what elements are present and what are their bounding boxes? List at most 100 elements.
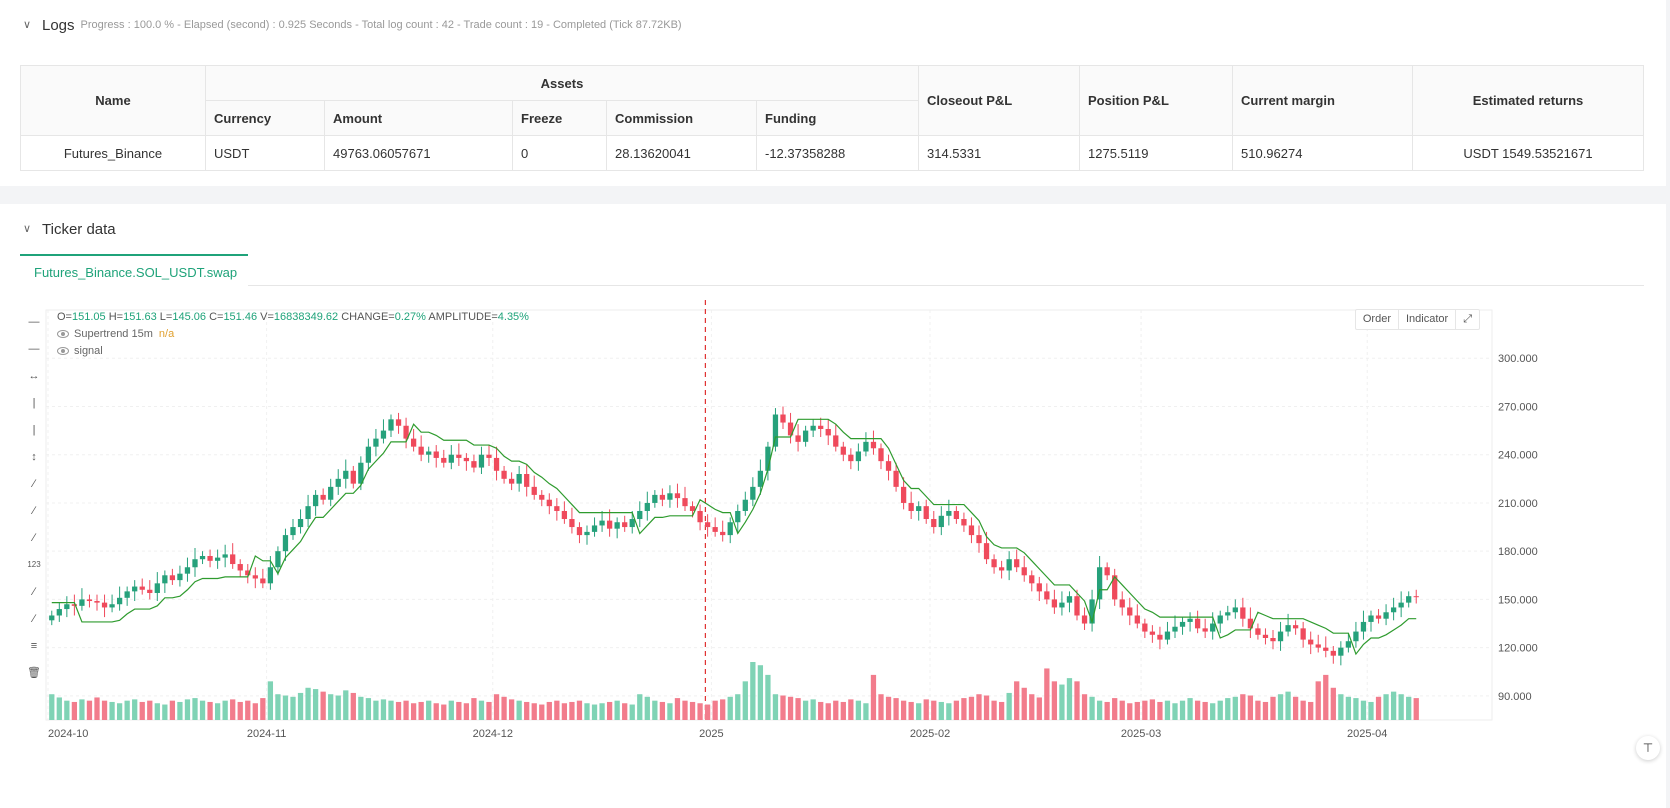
- candle-body: [516, 474, 522, 484]
- candle-body: [116, 597, 123, 605]
- candle-body: [1112, 575, 1118, 600]
- volume-bar: [1390, 691, 1397, 720]
- ohlc-o-label: O=: [57, 311, 72, 323]
- volume-bar: [312, 689, 319, 720]
- chevron-down-icon[interactable]: ∨: [22, 223, 32, 235]
- legend-supertrend-name: Supertrend 15m: [74, 328, 153, 340]
- volume-bar: [508, 699, 515, 720]
- volume-bar: [697, 703, 703, 720]
- volume-bar: [1006, 692, 1012, 720]
- horizontal-ray-tool-icon[interactable]: —: [28, 342, 40, 355]
- candle-body: [1308, 639, 1314, 645]
- candle-body: [704, 522, 711, 528]
- tab-sol-usdt-swap[interactable]: Futures_Binance.SOL_USDT.swap: [20, 254, 248, 286]
- candle-body: [659, 494, 666, 500]
- ohlc-c-label: C=: [209, 311, 224, 323]
- volume-bar: [1270, 696, 1276, 720]
- candle-body: [1300, 628, 1306, 640]
- vertical-line-tool-icon[interactable]: |: [32, 396, 36, 409]
- chart-canvas[interactable]: 90.000 120.000 150.000 180.000 210.000 240.00…: [0, 300, 1666, 808]
- grid-tool-icon[interactable]: ≡: [30, 639, 38, 652]
- ticker-header[interactable]: ∨ Ticker data: [20, 218, 116, 240]
- candle-body: [1360, 621, 1367, 632]
- price-chart[interactable]: 90.000 120.000 150.000 180.000 210.000 240.00…: [0, 300, 1666, 808]
- chevron-down-icon[interactable]: ∨: [22, 19, 32, 31]
- eye-icon[interactable]: [57, 330, 69, 338]
- order-button[interactable]: Order: [1356, 310, 1399, 329]
- eye-icon[interactable]: [57, 347, 69, 355]
- candle-body: [554, 506, 560, 511]
- horizontal-segment-tool-icon[interactable]: ↔: [28, 369, 40, 382]
- volume-bar: [674, 698, 681, 720]
- price-range-tool-icon[interactable]: 123: [27, 560, 41, 569]
- horizontal-line-tool-icon[interactable]: —: [28, 315, 40, 328]
- candle-body: [177, 573, 183, 581]
- col-commission: Commission: [606, 100, 757, 136]
- candle-body: [606, 520, 613, 529]
- cell-freeze: 0: [512, 135, 607, 171]
- volume-bar: [1285, 691, 1291, 720]
- legend-supertrend-value: n/a: [158, 328, 175, 340]
- volume-bar: [833, 700, 839, 720]
- volume-bar: [682, 700, 688, 720]
- vertical-ray-tool-icon[interactable]: |: [32, 423, 36, 436]
- trash-icon[interactable]: 🗑: [27, 667, 41, 679]
- indicator-button[interactable]: Indicator: [1399, 310, 1457, 329]
- scroll-to-top-icon[interactable]: ⊤: [1636, 736, 1660, 760]
- candle-body: [448, 454, 454, 463]
- candle-body: [426, 451, 432, 455]
- segment-tool-icon[interactable]: ∕: [33, 531, 35, 544]
- cell-current-margin: 510.96274: [1232, 135, 1413, 171]
- candle-body: [674, 493, 681, 499]
- candle-body: [94, 601, 100, 603]
- col-currency: Currency: [205, 100, 325, 136]
- volume-bar: [561, 703, 568, 720]
- candle-body: [478, 454, 485, 468]
- volume-bar: [177, 701, 183, 720]
- legend-supertrend[interactable]: Supertrend 15m n/a: [57, 328, 174, 340]
- candle-body: [591, 525, 598, 532]
- candle-body: [1164, 631, 1171, 640]
- cell-amount: 49763.06057671: [324, 135, 513, 171]
- volume-bar: [644, 696, 650, 720]
- fullscreen-icon[interactable]: ⤢: [1463, 313, 1472, 325]
- candle-body: [961, 519, 967, 526]
- candle-body: [855, 451, 862, 462]
- vertical-segment-tool-icon[interactable]: ↕: [31, 450, 37, 463]
- volume-bar: [1413, 698, 1419, 720]
- parallel-channel-tool-icon[interactable]: ∕: [33, 585, 35, 598]
- candle-body: [1074, 596, 1080, 616]
- trend-line-tool-icon[interactable]: ∕: [33, 477, 35, 490]
- volume-bar: [373, 700, 379, 720]
- candle-body: [810, 425, 816, 431]
- legend-signal[interactable]: signal: [57, 345, 103, 357]
- candle-body: [946, 510, 952, 516]
- candle-body: [1285, 625, 1291, 632]
- volume-bar: [486, 701, 492, 720]
- candle-body: [1096, 567, 1103, 600]
- candle-body: [230, 554, 236, 565]
- volume-bar: [343, 690, 349, 720]
- candle-body: [267, 567, 274, 584]
- candle-body: [1345, 641, 1352, 648]
- candle-body: [139, 586, 145, 590]
- candle-body: [968, 525, 975, 536]
- logs-header[interactable]: ∨ Logs Progress : 100.0 % - Elapsed (sec…: [20, 14, 682, 36]
- candle-body: [192, 559, 198, 568]
- volume-bar: [885, 696, 892, 720]
- candle-body: [1398, 602, 1404, 608]
- ray-line-tool-icon[interactable]: ∕: [33, 504, 35, 517]
- ohlc-high: 151.63: [123, 311, 157, 323]
- volume-bar: [539, 704, 545, 720]
- volume-bar: [863, 703, 869, 720]
- volume-bar: [1164, 700, 1171, 720]
- volume-bar: [1194, 700, 1201, 720]
- plot-area: [45, 309, 1493, 721]
- ticker-title: Ticker data: [42, 220, 116, 238]
- volume-bar: [818, 701, 824, 720]
- candle-body: [644, 502, 650, 511]
- fib-tool-icon[interactable]: ∕: [33, 612, 35, 625]
- volume-bar: [946, 703, 952, 720]
- volume-bar: [855, 700, 862, 720]
- volume-bar: [546, 701, 552, 720]
